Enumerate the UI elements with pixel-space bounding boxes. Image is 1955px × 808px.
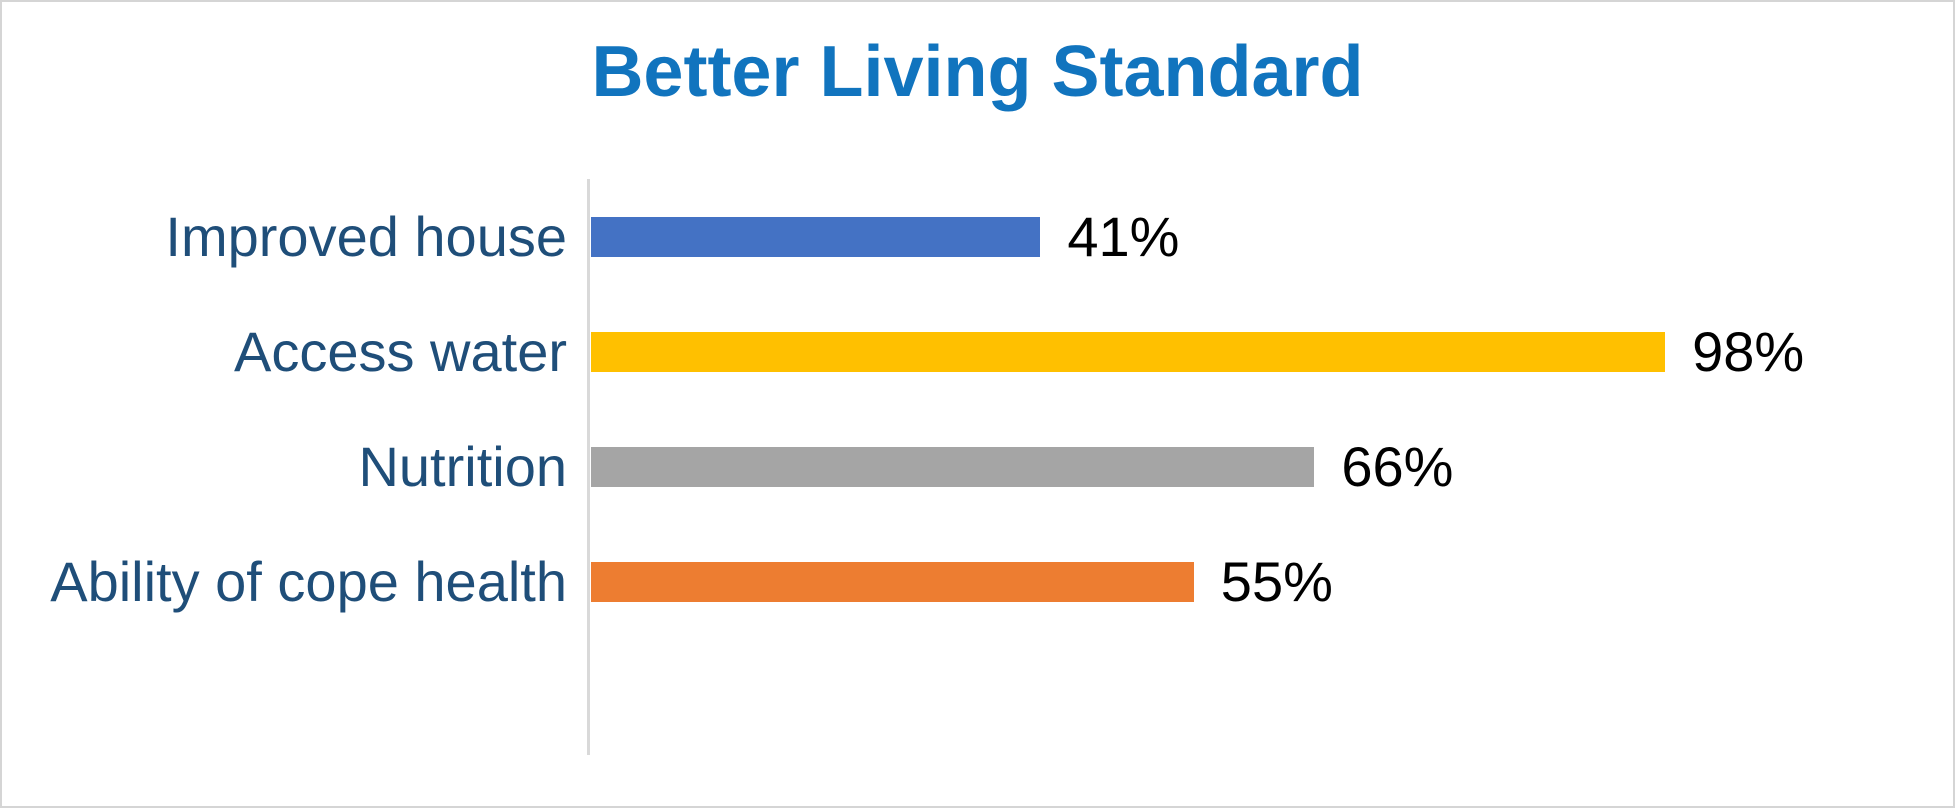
category-label-ability-cope-health: Ability of cope health [50, 550, 567, 614]
bar-rows: Improved house 41% Access water 98% Nutr… [2, 179, 1953, 640]
plot-area: Improved house 41% Access water 98% Nutr… [2, 179, 1953, 755]
bar-track: 55% [591, 554, 1687, 610]
category-label-improved-house: Improved house [165, 204, 567, 268]
bar-row: Ability of cope health 55% [2, 525, 1953, 640]
bar-nutrition [591, 446, 1315, 487]
y-axis-line [587, 179, 590, 755]
bar-track: 98% [591, 323, 1804, 380]
category-label-access-water: Access water [234, 319, 567, 383]
data-label-improved-house: 41% [1067, 204, 1180, 268]
data-label-access-water: 98% [1692, 319, 1805, 383]
category-label-nutrition: Nutrition [358, 435, 567, 499]
data-label-nutrition: 66% [1341, 434, 1454, 498]
bar-ability-cope-health [591, 562, 1194, 603]
bar-improved-house [591, 216, 1041, 257]
bar-row: Nutrition 66% [2, 409, 1953, 524]
chart-title: Better Living Standard [591, 32, 1364, 112]
bar-row: Improved house 41% [2, 179, 1953, 294]
bar-track: 41% [591, 204, 1687, 268]
bar-row: Access water 98% [2, 294, 1953, 409]
data-label-ability-cope-health: 55% [1220, 550, 1333, 614]
bar-access-water [591, 331, 1666, 372]
bar-track: 66% [591, 434, 1687, 498]
